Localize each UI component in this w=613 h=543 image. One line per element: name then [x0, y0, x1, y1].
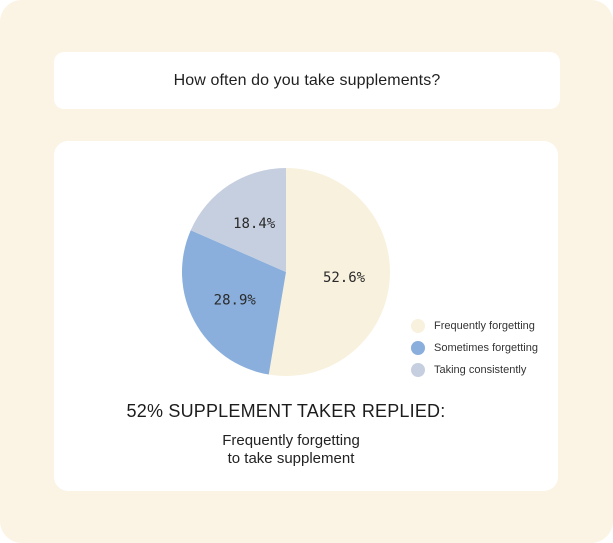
pie-slice-1 — [268, 168, 390, 376]
question-title: How often do you take supplements? — [173, 71, 441, 89]
summary-headline: 52% SUPPLEMENT TAKER REPLIED: — [126, 401, 446, 421]
summary-detail: Frequently forgetting to take supplement — [54, 432, 528, 468]
summary-line-2: to take supplement — [227, 450, 355, 467]
pie-slice-2 — [182, 230, 286, 375]
pie-slice-label-3: 18.4% — [233, 216, 276, 232]
legend-swatch — [411, 363, 425, 377]
legend-swatch — [411, 341, 425, 355]
question-card: How often do you take supplements? — [54, 52, 560, 109]
legend-swatch — [411, 319, 425, 333]
legend-label: Frequently forgetting — [434, 320, 535, 332]
chart-legend: Frequently forgetting Sometimes forgetti… — [411, 315, 538, 381]
pie-chart: 52.6% 28.9% 18.4% — [182, 168, 390, 376]
legend-label: Taking consistently — [434, 364, 527, 376]
legend-item-sometimes-forgetting: Sometimes forgetting — [411, 337, 538, 359]
chart-card: 52.6% 28.9% 18.4% Frequently forgetting So… — [54, 141, 558, 491]
pie-slice-3 — [190, 168, 286, 272]
summary-line-1: Frequently forgetting — [222, 432, 360, 449]
pie-slice-label-2: 28.9% — [214, 293, 257, 309]
legend-item-taking-consistently: Taking consistently — [411, 359, 538, 381]
legend-item-frequently-forgetting: Frequently forgetting — [411, 315, 538, 337]
pie-slice-label-1: 52.6% — [323, 270, 366, 286]
legend-label: Sometimes forgetting — [434, 342, 538, 354]
